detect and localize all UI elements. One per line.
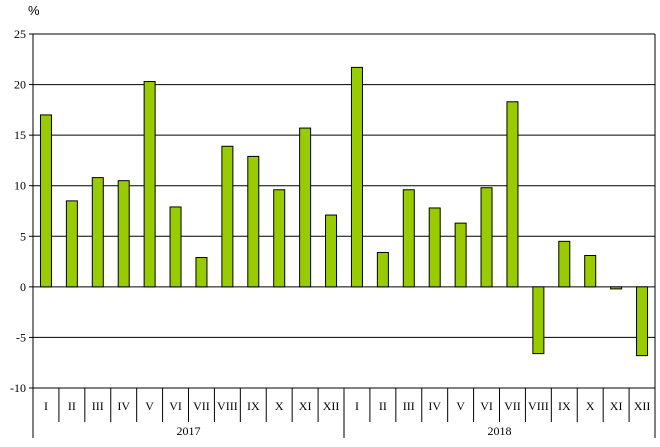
bar-2018-V xyxy=(454,222,467,288)
bar-2017-IV xyxy=(117,180,130,288)
y-tick-label: 15 xyxy=(14,128,26,142)
x-category-label: XI xyxy=(299,399,312,413)
y-tick-label: 25 xyxy=(14,27,26,41)
x-category-label: XII xyxy=(634,399,651,413)
x-category-label: V xyxy=(145,399,154,413)
x-category-label: VIII xyxy=(528,399,549,413)
x-category-label: IX xyxy=(247,399,260,413)
y-tick-label: -5 xyxy=(16,330,26,344)
x-category-label: II xyxy=(68,399,76,413)
bar-2017-VI xyxy=(169,206,182,288)
x-category-label: III xyxy=(403,399,415,413)
x-category-label: VI xyxy=(480,399,493,413)
x-category-label: V xyxy=(456,399,465,413)
y-tick-label: 5 xyxy=(20,229,26,243)
bar-2017-II xyxy=(65,200,78,288)
bar-2017-IX xyxy=(247,155,260,288)
y-tick-label: 20 xyxy=(14,78,26,92)
gridlines xyxy=(33,33,655,389)
y-tick-label: -10 xyxy=(10,381,26,395)
x-category-label: VIII xyxy=(217,399,238,413)
bar-2018-I xyxy=(350,66,363,288)
y-tick-label: 0 xyxy=(20,280,26,294)
x-category-label: VI xyxy=(169,399,182,413)
bar-2017-I xyxy=(39,114,52,288)
x-category-label: III xyxy=(92,399,104,413)
x-group-label-2018: 2018 xyxy=(488,424,512,438)
x-category-label: X xyxy=(275,399,284,413)
x-group-labels: 2017 2018 xyxy=(177,424,512,438)
bar-2017-III xyxy=(91,177,104,288)
bar-2018-XI xyxy=(610,286,623,290)
x-category-labels: I II III IV V VI VII VIII IX X XI XII I II III IV V VI VII… xyxy=(44,399,650,413)
axes xyxy=(29,33,656,438)
bar-2018-IX xyxy=(558,240,571,288)
x-category-label: IV xyxy=(428,399,441,413)
x-category-label: VII xyxy=(504,399,521,413)
bar-2018-X xyxy=(584,255,597,288)
bar-2017-VIII xyxy=(221,145,234,288)
x-category-label: XII xyxy=(323,399,340,413)
y-tick-labels: -10 -5 0 5 10 15 20 25 xyxy=(10,27,26,395)
x-category-label: I xyxy=(355,399,359,413)
x-category-label: X xyxy=(586,399,595,413)
bar-2017-X xyxy=(273,189,286,288)
x-category-label: II xyxy=(379,399,387,413)
x-category-label: IX xyxy=(558,399,571,413)
bar-2018-VII xyxy=(506,101,519,288)
bars xyxy=(39,66,649,357)
y-axis-unit-label: % xyxy=(28,3,40,18)
bar-2018-III xyxy=(402,189,415,288)
bar-2017-VII xyxy=(195,257,208,288)
x-category-label: XI xyxy=(610,399,623,413)
bar-2018-IV xyxy=(428,207,441,288)
bar-2017-XI xyxy=(299,127,312,288)
bar-2018-XII xyxy=(636,286,649,357)
x-group-label-2017: 2017 xyxy=(177,424,201,438)
bar-2017-XII xyxy=(325,214,338,288)
bar-2017-V xyxy=(143,81,156,288)
y-tick-label: 10 xyxy=(14,179,26,193)
x-category-label: I xyxy=(44,399,48,413)
bar-2018-II xyxy=(376,251,389,288)
x-category-label: IV xyxy=(117,399,130,413)
bar-2018-VIII xyxy=(532,286,545,355)
bar-2018-VI xyxy=(480,187,493,288)
x-category-label: VII xyxy=(193,399,210,413)
